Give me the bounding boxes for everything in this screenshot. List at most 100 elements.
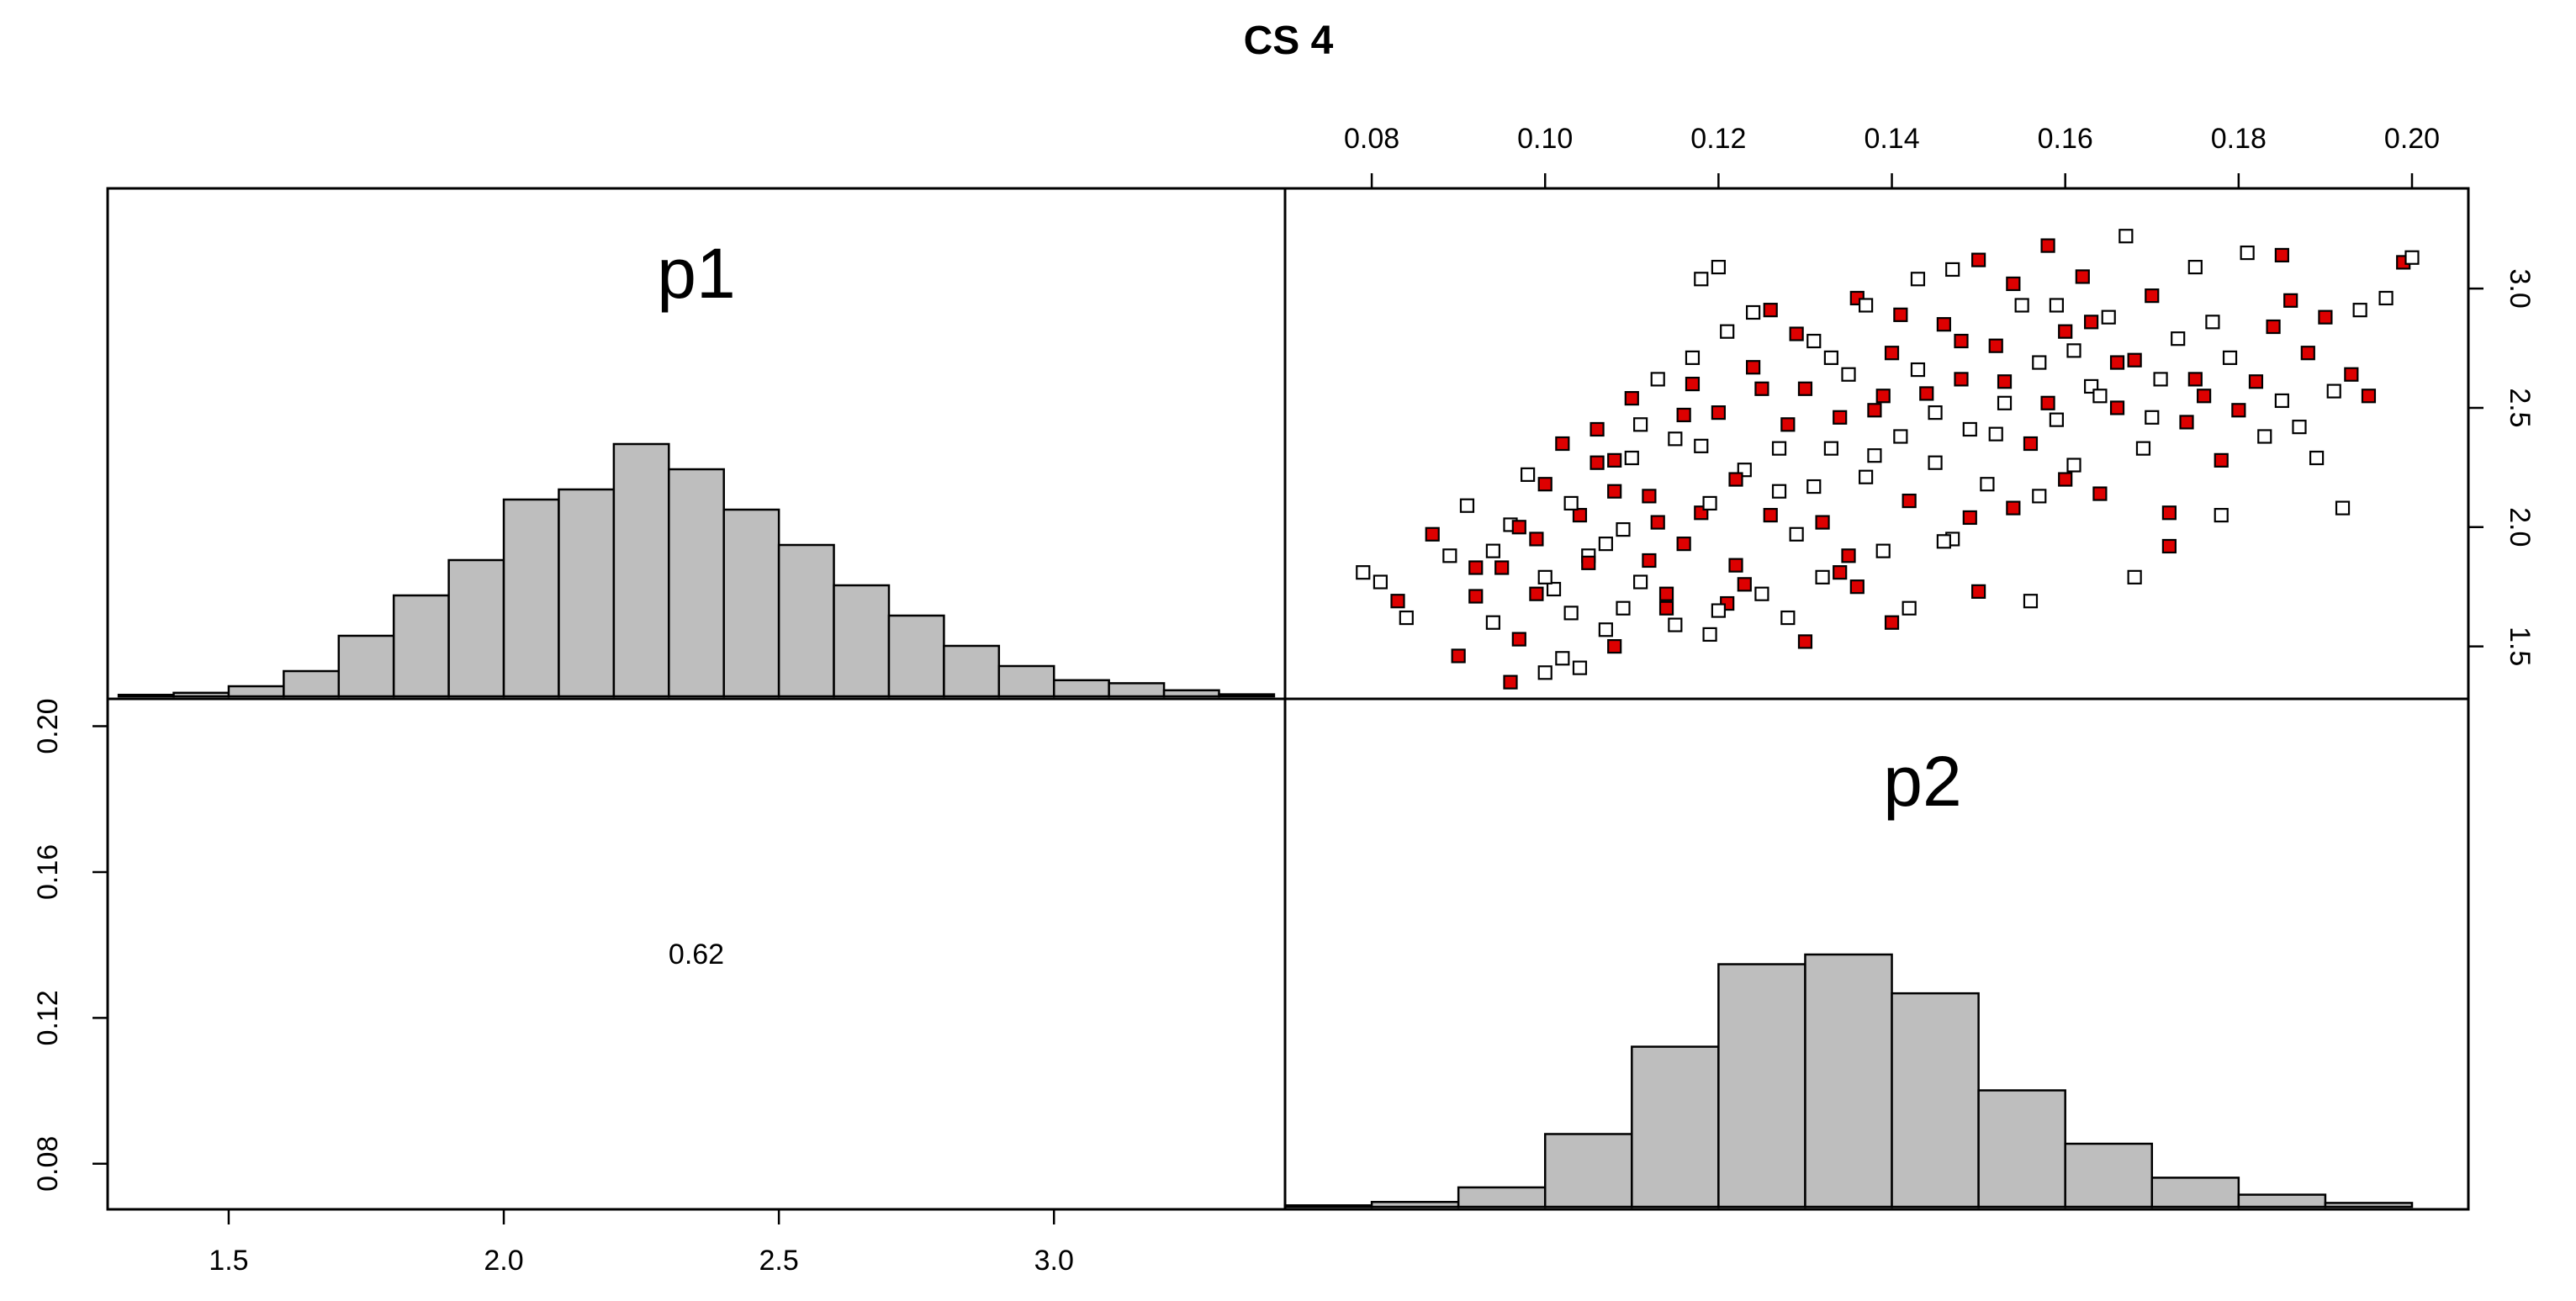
scatter-point (1598, 537, 1613, 552)
scatter-point (1399, 610, 1414, 626)
scatter-point (1833, 410, 1848, 425)
scatter-point (2145, 288, 2160, 304)
scatter-point (2274, 247, 2289, 263)
scatter-point (1954, 372, 1969, 387)
scatter-point (2361, 389, 2377, 404)
scatter-point (1884, 615, 1900, 630)
scatter-point (1676, 537, 1691, 552)
scatter-point (1867, 448, 1882, 463)
p1-histogram-bar (172, 691, 230, 698)
scatter-point (1910, 362, 1926, 378)
scatter-point (1468, 589, 1484, 604)
scatter-point (2161, 538, 2177, 554)
p1-histogram-bar (283, 669, 341, 698)
scatter-point (2032, 489, 2047, 504)
scatter-point (1771, 484, 1787, 499)
p2-histogram-bar (1457, 1186, 1547, 1208)
scatter-point (1997, 395, 2013, 410)
scatter-point (1771, 441, 1787, 456)
variable-label-p2: p2 (1883, 742, 1961, 821)
scatter-point (1823, 350, 1838, 365)
scatter-point (1875, 389, 1891, 404)
scatter-point (2205, 315, 2220, 330)
scatter-point (1607, 452, 1622, 468)
tick-label-p2: 0.14 (1864, 123, 1919, 155)
scatter-point (1954, 333, 1969, 349)
p1-histogram-bar (447, 558, 505, 698)
scatter-point (1746, 304, 1761, 320)
scatter-point (2075, 269, 2090, 284)
tick-label-p1: 1.5 (209, 1245, 248, 1277)
p1-histogram-bar (1218, 693, 1276, 698)
scatter-point (1893, 429, 1908, 444)
scatter-point (1633, 417, 1648, 432)
scatter-point (1806, 333, 1822, 349)
scatter-point (1590, 421, 1605, 437)
scatter-point (1598, 622, 1613, 637)
tick-label-p1-vertical: 1.5 (2504, 627, 2536, 666)
p1-histogram-bar (117, 693, 175, 698)
scatter-point (1797, 381, 1813, 396)
scatter-point (2127, 352, 2142, 368)
scatter-point (1485, 543, 1500, 558)
tick-label-p2-vertical: 0.20 (32, 698, 64, 754)
panel-correlation: 0.62 (669, 939, 724, 970)
scatter-point (1624, 450, 1639, 466)
scatter-point (1390, 594, 1405, 609)
scatter-point (1928, 405, 1943, 420)
scatter-point (1451, 648, 1466, 664)
scatter-point (1815, 515, 1830, 530)
p2-histogram-bar (1283, 1204, 1373, 1208)
p1-histogram-bar (1108, 682, 1166, 698)
tick-label-p1: 2.0 (484, 1245, 523, 1277)
p1-histogram-bar (502, 498, 560, 698)
p1-histogram-bar (943, 644, 1001, 698)
scatter-point (1546, 581, 1562, 597)
p1-histogram-bar (1052, 679, 1110, 698)
scatter-point (1728, 558, 1743, 573)
tick-label-p2: 0.16 (2038, 123, 2093, 155)
scatter-point (1511, 520, 1526, 535)
p2-histogram-bar (2324, 1202, 2414, 1208)
scatter-point (1849, 579, 1865, 595)
scatter-point (1737, 577, 1752, 592)
scatter-point (1746, 360, 1761, 375)
scatter-point (2344, 367, 2359, 382)
scatter-point (2101, 309, 2116, 325)
scatter-point (1763, 303, 1778, 318)
scatter-point (2032, 355, 2047, 370)
tick-label-p2-vertical: 0.08 (32, 1136, 64, 1192)
scatter-point (2404, 250, 2420, 265)
scatter-point (1841, 548, 1856, 563)
p1-histogram-bar (833, 584, 891, 698)
scatter-point (1797, 634, 1813, 649)
scatter-point (2049, 298, 2064, 313)
scatter-point (1668, 617, 1683, 632)
scatter-point (1962, 421, 1977, 437)
scatter-point (1875, 543, 1891, 558)
scatter-point (1459, 498, 1475, 513)
scatter-point (1650, 372, 1665, 387)
scatter-point (2378, 290, 2394, 306)
scatter-point (2318, 309, 2333, 325)
scatter-point (2214, 452, 2229, 468)
scatter-point (1642, 489, 1657, 504)
scatter-point (2014, 298, 2029, 313)
p2-histogram-bar (2064, 1142, 2154, 1208)
scatter-point (1711, 260, 1726, 275)
panel-p1-histogram: p1 (117, 234, 1276, 698)
p1-histogram-bar (612, 442, 670, 698)
frame-top-right (1283, 187, 2470, 701)
p1-histogram-bar (227, 685, 285, 698)
frame-bottom-right (1283, 697, 2470, 1211)
tick-label-p2: 0.20 (2384, 123, 2440, 155)
tick-label-p2-vertical: 0.16 (32, 844, 64, 900)
scatter-point (2006, 276, 2021, 292)
chart-title: CS 4 (1244, 19, 1334, 63)
scatter-point (1919, 386, 1934, 401)
scatter-point (1823, 441, 1838, 456)
p1-histogram-bar (1162, 689, 1220, 698)
scatter-point (1867, 403, 1882, 418)
scatter-point (2109, 400, 2125, 415)
scatter-point (1806, 479, 1822, 494)
